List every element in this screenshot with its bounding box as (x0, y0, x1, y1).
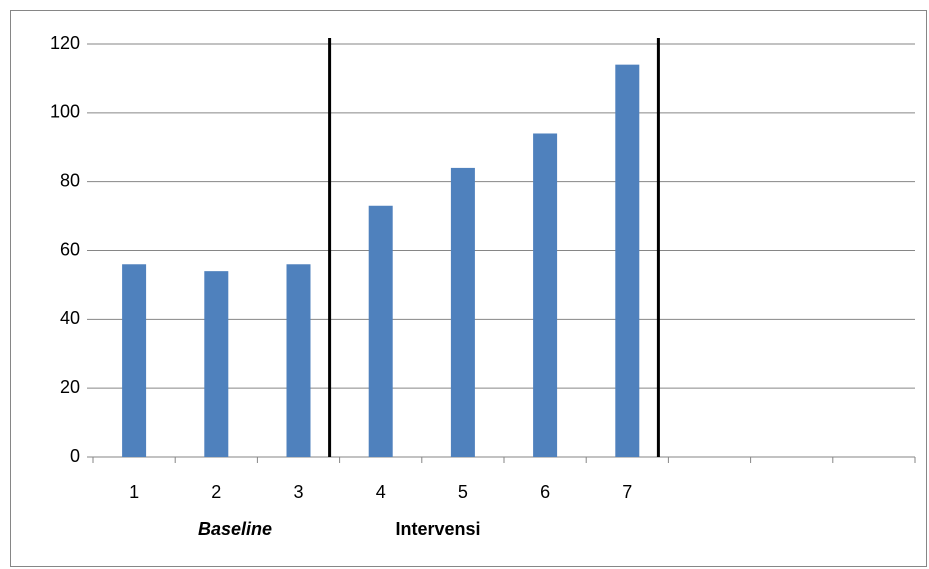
y-tick-label: 100 (50, 102, 80, 122)
phase-label: Intervensi (395, 519, 480, 539)
x-tick-label: 1 (129, 482, 139, 502)
y-tick-label: 120 (50, 33, 80, 53)
bar (533, 133, 558, 457)
x-tick-label: 3 (293, 482, 303, 502)
bar (450, 167, 475, 457)
x-tick-label: 4 (376, 482, 386, 502)
x-tick-label: 6 (540, 482, 550, 502)
phase-label: Baseline (198, 519, 272, 539)
x-tick-label: 7 (622, 482, 632, 502)
bar (368, 205, 393, 457)
bar (204, 271, 229, 457)
y-tick-label: 60 (60, 239, 80, 259)
x-tick-label: 2 (211, 482, 221, 502)
y-tick-label: 20 (60, 377, 80, 397)
y-tick-label: 0 (70, 446, 80, 466)
bar (286, 264, 311, 457)
y-tick-label: 80 (60, 170, 80, 190)
bar (615, 64, 640, 458)
x-tick-label: 5 (458, 482, 468, 502)
bar (122, 264, 147, 457)
y-tick-label: 40 (60, 308, 80, 328)
